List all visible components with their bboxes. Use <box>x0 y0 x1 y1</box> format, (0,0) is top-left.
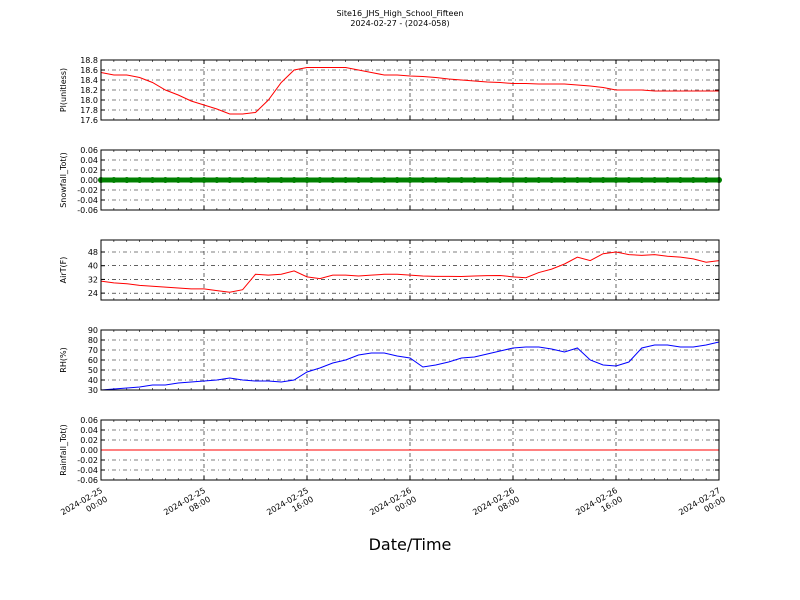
series-line <box>100 251 720 293</box>
y-tick-label: 18.4 <box>80 76 98 85</box>
y-tick-label: -0.06 <box>77 206 98 215</box>
x-tick-label: 2024-02-2616:00 <box>574 486 624 526</box>
y-tick-label: 40 <box>88 262 98 271</box>
x-tick-label: 2024-02-2700:00 <box>677 486 727 526</box>
y-tick-label: 90 <box>88 326 98 335</box>
y-tick-label: 17.6 <box>80 116 98 125</box>
y-tick-label: 0.06 <box>80 416 98 425</box>
y-tick-label: 80 <box>88 336 98 345</box>
x-tick-label: 2024-02-2608:00 <box>471 486 521 526</box>
y-axis-label: Pl(unitless) <box>59 68 68 112</box>
x-tick-label: 2024-02-2508:00 <box>162 486 212 526</box>
y-tick-label: 70 <box>88 346 98 355</box>
y-tick-label: -0.02 <box>77 186 98 195</box>
y-tick-label: 18.8 <box>80 56 98 65</box>
y-tick-label: 48 <box>88 248 98 257</box>
y-tick-label: 50 <box>88 366 98 375</box>
y-tick-label: -0.02 <box>77 456 98 465</box>
chart-subtitle: 2024-02-27 - (2024-058) <box>350 19 449 28</box>
plot-frame <box>100 239 720 301</box>
y-tick-label: 30 <box>88 386 98 395</box>
y-tick-label: 0.00 <box>80 176 98 185</box>
y-tick-label: 40 <box>88 376 98 385</box>
y-tick-label: -0.04 <box>77 466 98 475</box>
plot-frame <box>100 329 720 391</box>
plot-frame <box>100 419 720 481</box>
series-line <box>100 341 720 391</box>
y-axis-label: Rainfall_Tot() <box>59 424 68 476</box>
y-tick-label: 24 <box>88 289 98 298</box>
y-tick-label: 18.6 <box>80 66 98 75</box>
x-axis-label: Date/Time <box>369 535 452 554</box>
y-axis-label: AirT(F) <box>59 257 68 284</box>
y-tick-label: 60 <box>88 356 98 365</box>
x-tick-label: 2024-02-2516:00 <box>265 486 315 526</box>
plot-frame <box>100 59 720 121</box>
y-tick-label: 32 <box>88 275 98 284</box>
y-tick-label: 18.0 <box>80 96 98 105</box>
y-tick-label: -0.06 <box>77 476 98 485</box>
x-tick-label: 2024-02-2500:00 <box>59 486 109 526</box>
y-tick-label: 17.8 <box>80 106 98 115</box>
chart-title: Site16_JHS_High_School_Fifteen <box>337 9 464 18</box>
series-line <box>100 67 719 115</box>
y-axis-label: Snowfall_Tot() <box>59 152 68 208</box>
x-tick-label: 2024-02-2600:00 <box>368 486 418 526</box>
y-tick-label: -0.04 <box>77 196 98 205</box>
y-axis-label: RH(%) <box>59 347 68 372</box>
plot-frame <box>100 149 720 211</box>
y-tick-label: 0.04 <box>80 426 98 435</box>
y-tick-label: 0.02 <box>80 436 98 445</box>
y-tick-label: 0.06 <box>80 146 98 155</box>
y-tick-label: 0.00 <box>80 446 98 455</box>
y-tick-label: 18.2 <box>80 86 98 95</box>
y-tick-label: 0.02 <box>80 166 98 175</box>
y-tick-label: 0.04 <box>80 156 98 165</box>
